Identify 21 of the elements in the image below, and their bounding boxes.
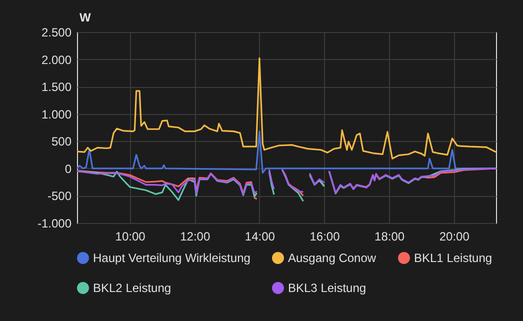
x-tick-label: 16:00 — [310, 230, 340, 244]
legend-label: Haupt Verteilung Wirkleistung — [93, 251, 250, 265]
x-tick-label: 20:00 — [439, 230, 470, 244]
y-tick-label: 1.500 — [41, 80, 72, 94]
line-series — [76, 57, 497, 160]
legend-label: BKL1 Leistung — [414, 251, 492, 265]
x-tick-label: 10:00 — [115, 230, 146, 244]
y-tick-label: 0 — [64, 162, 72, 176]
x-tick-label: 18:00 — [374, 230, 405, 244]
y-tick-label: 2.000 — [41, 52, 72, 67]
legend-label: BKL2 Leistung — [93, 281, 172, 295]
x-tick-label: 12:00 — [180, 230, 210, 244]
y-tick-label: 2.500 — [41, 26, 72, 40]
y-tick-label: -1.000 — [37, 216, 72, 230]
legend-label: BKL3 Leistung — [288, 281, 366, 295]
y-axis-title: W — [80, 10, 92, 24]
y-tick-label: -500 — [47, 189, 72, 204]
legend-label: Ausgang Conow — [288, 251, 376, 265]
y-tick-label: 1.000 — [41, 107, 72, 122]
x-tick-label: 14:00 — [244, 230, 276, 244]
y-tick-label: 500 — [51, 134, 72, 149]
